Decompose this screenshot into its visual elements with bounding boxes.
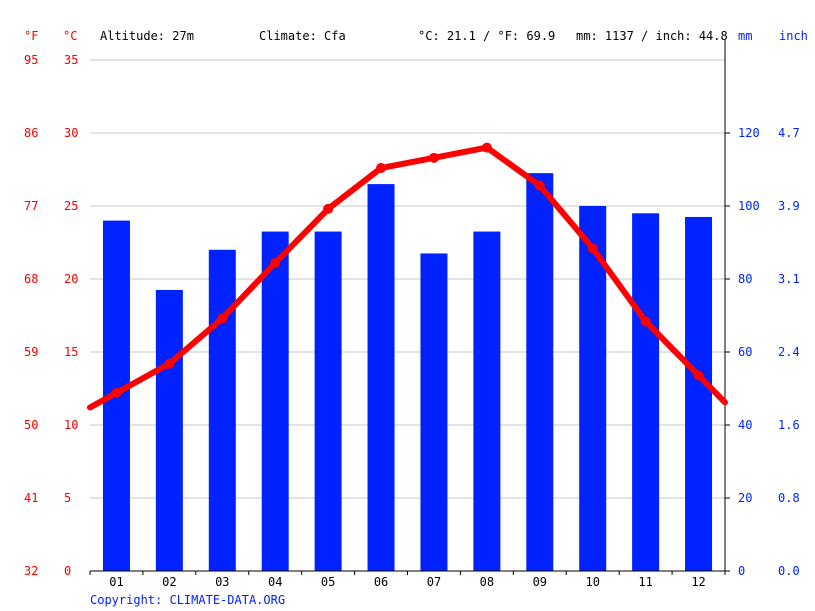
temperature-point (164, 358, 175, 369)
temperature-line (87, 142, 728, 411)
month-tick-label: 01 (109, 575, 123, 589)
celsius-tick-label: 10 (64, 418, 78, 432)
mm-tick-label: 100 (738, 199, 760, 213)
precipitation-bar (208, 249, 236, 572)
temperature-line-path (87, 144, 728, 411)
temperature-point (428, 152, 439, 163)
celsius-tick-label: 0 (64, 564, 71, 578)
copyright-link[interactable]: Copyright: CLIMATE-DATA.ORG (90, 593, 285, 607)
month-tick-label: 11 (638, 575, 652, 589)
month-tick-label: 05 (321, 575, 335, 589)
month-tick-label: 06 (374, 575, 388, 589)
fahrenheit-tick-label: 59 (24, 345, 38, 359)
unit-mm-label: mm (738, 29, 752, 43)
mm-tick-label: 120 (738, 126, 760, 140)
month-tick-label: 02 (162, 575, 176, 589)
inch-tick-label: 3.1 (778, 272, 800, 286)
altitude-label: Altitude: 27m (100, 29, 194, 43)
inch-tick-label: 4.7 (778, 126, 800, 140)
fahrenheit-tick-label: 41 (24, 491, 38, 505)
temperature-point (481, 142, 492, 153)
month-tick-label: 08 (480, 575, 494, 589)
axes (89, 40, 730, 575)
inch-tick-label: 2.4 (778, 345, 800, 359)
climate-label: Climate: Cfa (259, 29, 346, 43)
temperature-point (217, 313, 228, 324)
inch-tick-label: 0.8 (778, 491, 800, 505)
month-tick-label: 12 (691, 575, 705, 589)
temperature-point (640, 316, 651, 327)
fahrenheit-tick-label: 32 (24, 564, 38, 578)
precipitation-bar (579, 206, 607, 571)
gridlines (90, 59, 725, 499)
mm-tick-label: 0 (738, 564, 745, 578)
celsius-tick-label: 30 (64, 126, 78, 140)
mm-tick-label: 20 (738, 491, 752, 505)
unit-celsius-label: °C (63, 29, 77, 43)
temperature-point (270, 257, 281, 268)
temperature-summary: °C: 21.1 / °F: 69.9 (418, 29, 555, 43)
month-tick-label: 09 (533, 575, 547, 589)
celsius-tick-label: 25 (64, 199, 78, 213)
temperature-point (376, 163, 387, 174)
inch-tick-label: 1.6 (778, 418, 800, 432)
mm-tick-label: 80 (738, 272, 752, 286)
month-tick-label: 07 (427, 575, 441, 589)
inch-tick-label: 3.9 (778, 199, 800, 213)
celsius-tick-label: 15 (64, 345, 78, 359)
precipitation-bar (420, 253, 448, 571)
precipitation-bars (102, 173, 713, 572)
temperature-point (111, 387, 122, 398)
precipitation-bar (367, 184, 395, 571)
precipitation-bar (155, 289, 183, 571)
mm-tick-label: 60 (738, 345, 752, 359)
precipitation-summary: mm: 1137 / inch: 44.8 (576, 29, 728, 43)
fahrenheit-tick-label: 50 (24, 418, 38, 432)
precipitation-bar (632, 213, 660, 572)
precipitation-bar (473, 231, 501, 572)
fahrenheit-tick-label: 77 (24, 199, 38, 213)
temperature-point (534, 180, 545, 191)
precipitation-bar (526, 173, 554, 571)
celsius-tick-label: 5 (64, 491, 71, 505)
celsius-tick-label: 20 (64, 272, 78, 286)
temperature-point (693, 370, 704, 381)
celsius-tick-label: 35 (64, 53, 78, 67)
unit-fahrenheit-label: °F (24, 29, 38, 43)
inch-tick-label: 0.0 (778, 564, 800, 578)
precipitation-bar (261, 231, 289, 572)
unit-inch-label: inch (779, 29, 808, 43)
month-tick-label: 04 (268, 575, 282, 589)
temperature-point (323, 203, 334, 214)
mm-tick-label: 40 (738, 418, 752, 432)
fahrenheit-tick-label: 86 (24, 126, 38, 140)
tick-labels: 0 32 5 41 10 50 15 59 20 68 25 77 30 86 35 95 0 0.0 20 0.8 4… (24, 53, 800, 589)
precipitation-bar (685, 216, 713, 571)
precipitation-bar (314, 231, 342, 572)
fahrenheit-tick-label: 68 (24, 272, 38, 286)
temperature-point (587, 243, 598, 254)
fahrenheit-tick-label: 95 (24, 53, 38, 67)
month-tick-label: 10 (585, 575, 599, 589)
month-tick-label: 03 (215, 575, 229, 589)
